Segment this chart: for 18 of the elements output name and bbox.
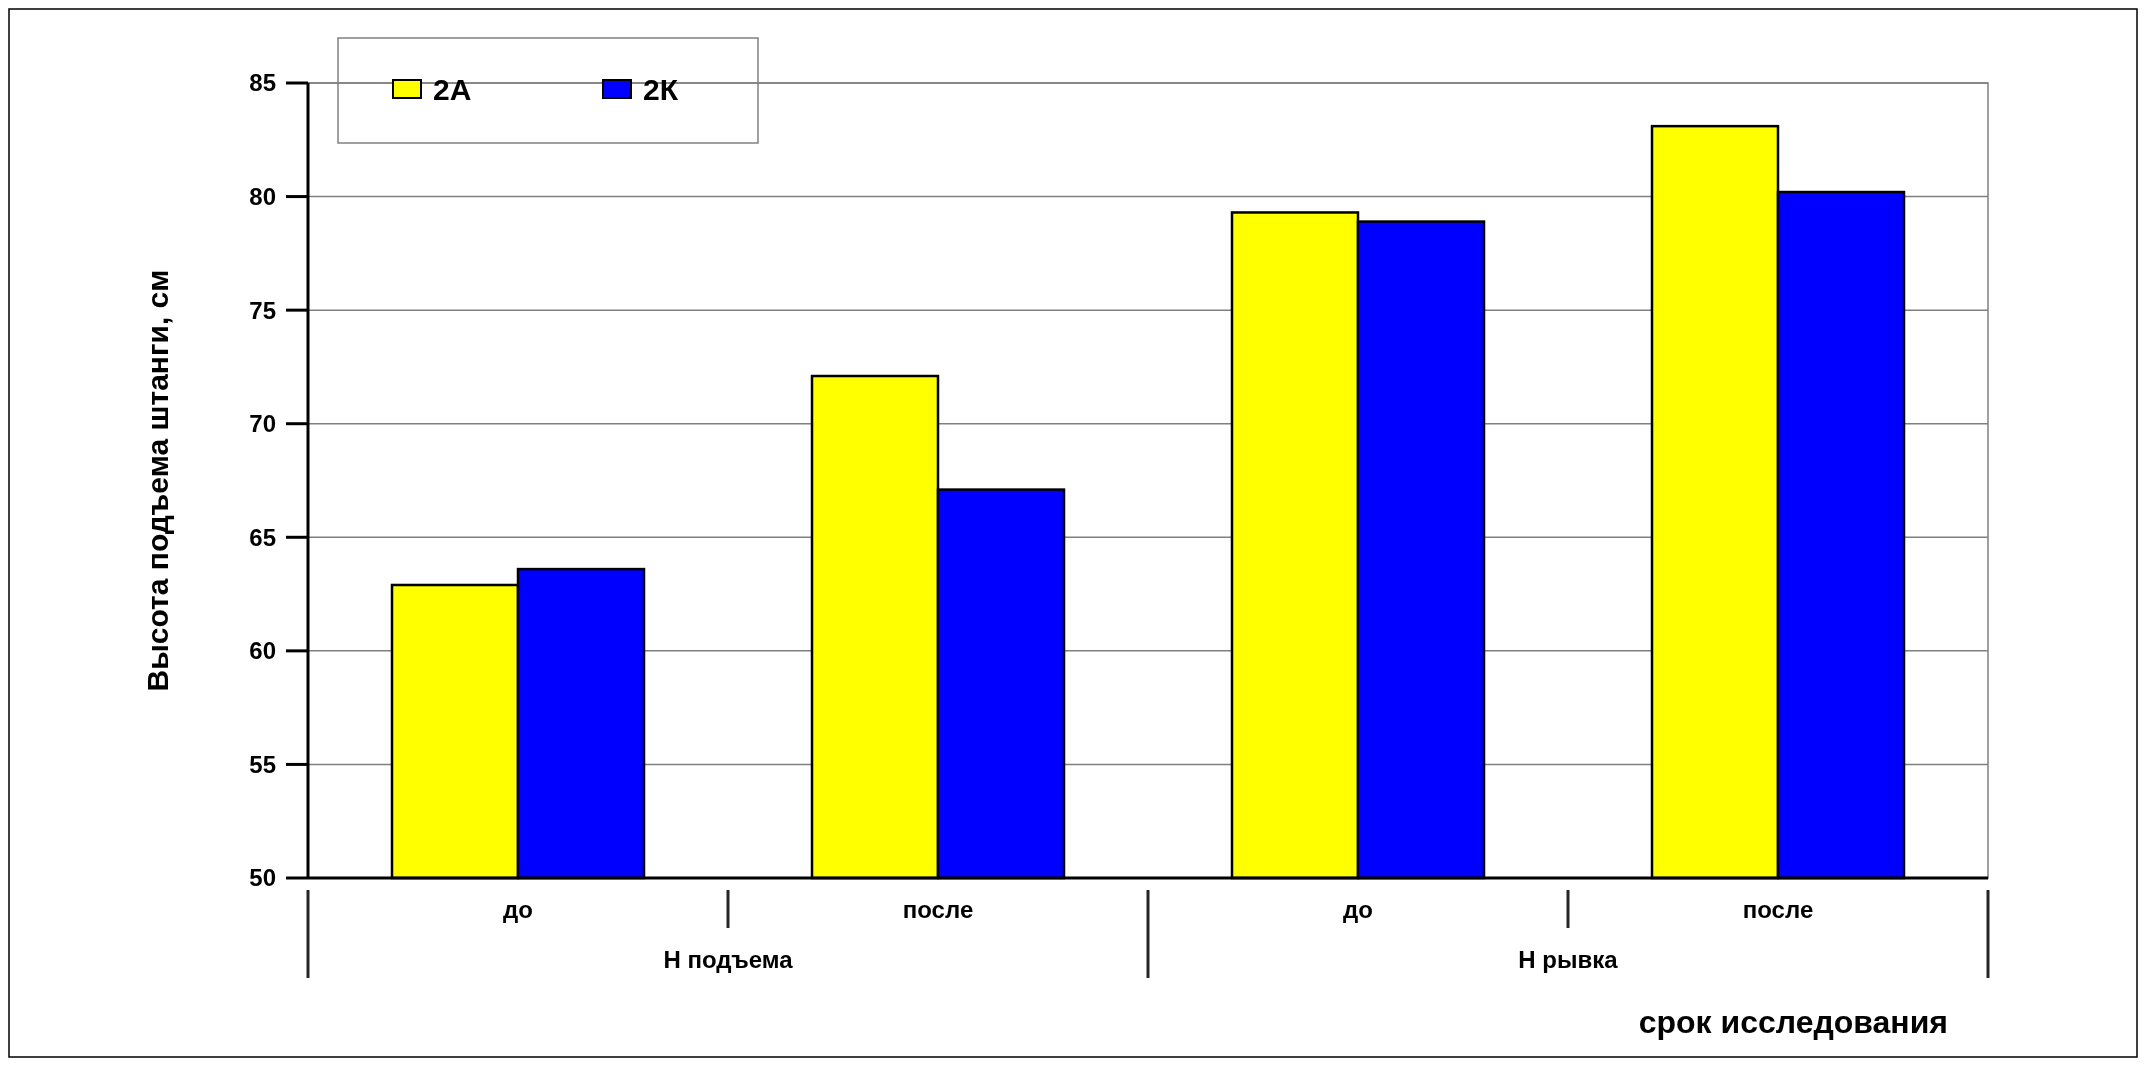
x-axis-title: срок исследования xyxy=(1638,1004,1948,1040)
legend-label: 2К xyxy=(643,72,679,106)
y-tick-label: 60 xyxy=(249,637,276,665)
y-tick-label: 80 xyxy=(249,182,276,210)
y-axis-title: Высота подъема штанги, см xyxy=(141,269,174,692)
x-tick-label: после xyxy=(902,896,974,923)
y-tick-label: 75 xyxy=(249,296,276,324)
x-tick-label: после xyxy=(1742,896,1814,923)
y-tick-label: 85 xyxy=(249,69,276,97)
x-tick-label: до xyxy=(1343,896,1373,923)
y-tick-label: 55 xyxy=(249,750,276,778)
y-tick-label: 65 xyxy=(249,523,276,551)
text: Н подъема xyxy=(663,946,794,973)
text: Н рывка xyxy=(1518,946,1619,973)
legend-label: 2А xyxy=(433,72,472,106)
y-tick-label: 70 xyxy=(249,410,276,438)
x-tick-label: до xyxy=(503,896,533,923)
y-tick-label: 50 xyxy=(249,864,276,892)
